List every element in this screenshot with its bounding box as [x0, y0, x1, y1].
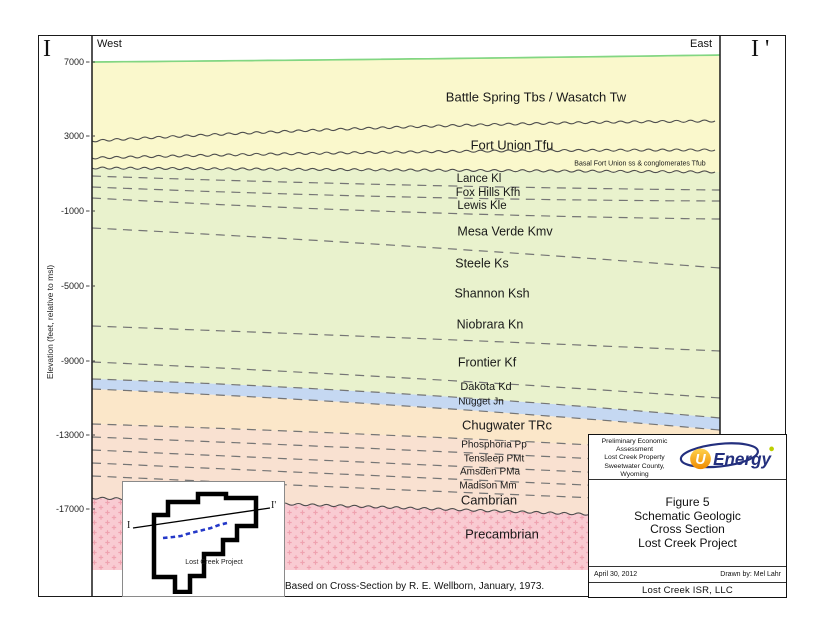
layer-label-battle-spring: Battle Spring Tbs / Wasatch Tw: [446, 90, 627, 105]
ur-energy-logo: U Energy: [678, 435, 786, 479]
layer-label-niobrara: Niobrara Kn: [457, 317, 524, 331]
boundary-lewis_mv: [91, 197, 720, 220]
project-line: Lost Creek Property: [604, 454, 665, 462]
layer-label-madison: Madison Mm: [459, 481, 516, 492]
tick-label-7000: 7000: [64, 57, 84, 67]
boundary-bs_fu: [91, 119, 716, 143]
tick-label--9000: -9000: [61, 356, 84, 366]
logo-u-glyph: U: [695, 452, 706, 468]
layer-label-lewis: Lewis Kle: [457, 200, 506, 212]
logo-orange-ball: [690, 448, 711, 470]
layer-label-fox-hills: Fox Hills Kfh: [456, 187, 521, 199]
layer-label-basal-fort-union: Basal Fort Union ss & conglomerates Tfub: [574, 160, 705, 167]
figure-title-line: Figure 5: [665, 495, 710, 509]
location-inset-map: I I' Lost Creek Project: [122, 481, 285, 597]
layer-label-frontier: Frontier Kf: [458, 355, 517, 369]
figure-title: Figure 5 Schematic Geologic Cross Sectio…: [589, 480, 786, 567]
tick-label--1000: -1000: [61, 206, 84, 216]
drawn-by: Drawn by: Mel Lahr: [720, 571, 781, 578]
boundary-lance_fh: [91, 175, 720, 191]
company-name: Lost Creek ISR, LLC: [589, 583, 786, 597]
figure-title-line: Lost Creek Project: [638, 535, 737, 550]
company-name-text: Lost Creek ISR, LLC: [642, 584, 733, 596]
layer-fill-chugwater: [92, 389, 720, 452]
west-label: West: [97, 38, 122, 50]
layer-label-tensleep: Tensleep PMt: [464, 454, 525, 465]
logo-wordmark: Energy: [713, 450, 772, 469]
boundary-nio_frontier: [91, 325, 721, 352]
boundary-surface: [91, 54, 721, 63]
layer-fill-nugget-sandstone: [92, 379, 720, 430]
layer-fill-battle-spring-fort-union: [92, 55, 720, 172]
section-trace-line: [132, 507, 271, 529]
tick-label--13000: -13000: [56, 430, 84, 440]
layer-label-mesa-verde: Mesa Verde Kmv: [457, 224, 553, 238]
east-label: East: [689, 38, 712, 50]
layer-label-cambrian: Cambrian: [461, 493, 517, 508]
layer-label-precambrian: Precambrian: [465, 527, 539, 542]
logo-swoosh: [679, 442, 759, 469]
inset-marker-i-prime: I': [271, 500, 277, 511]
ur-energy-logo-art: U Energy: [679, 442, 774, 470]
project-line: Preliminary Economic: [601, 438, 668, 445]
tick-label--17000: -17000: [56, 504, 84, 514]
property-outline: [151, 491, 259, 594]
boundary-mv_steele: [91, 227, 721, 269]
project-line: Wyoming: [620, 470, 649, 478]
layer-label-chugwater: Chugwater TRc: [462, 418, 553, 433]
inset-caption: Lost Creek Project: [185, 559, 243, 566]
project-line: Sweetwater County,: [604, 462, 665, 470]
logo-dot: [769, 446, 774, 452]
boundary-fu_tfub: [91, 148, 716, 160]
project-line: Assessment: [615, 446, 654, 454]
layer-label-lance: Lance Kl: [457, 173, 502, 185]
section-marker-right: I ': [751, 36, 770, 62]
layer-label-steele: Steele Ks: [455, 256, 509, 270]
boundary-frontier_dakota: [91, 361, 721, 399]
tick-label--5000: -5000: [61, 281, 84, 291]
layer-label-shannon: Shannon Ksh: [454, 286, 529, 300]
boundary-nugget_base: [91, 388, 721, 431]
project-description: Preliminary Economic Assessment Lost Cre…: [589, 435, 678, 479]
boundary-fh_lewis: [91, 186, 720, 202]
figure-border: [38, 35, 786, 597]
boundary-nugget_top: [91, 378, 721, 419]
layer-label-dakota: Dakota Kd: [460, 381, 511, 393]
title-block: Preliminary Economic Assessment Lost Cre…: [588, 434, 787, 598]
layer-fill-cretaceous-section: [92, 168, 720, 418]
elevation-axis-title: Elevation (feet, relative to msl): [45, 264, 55, 380]
tick-label-3000: 3000: [64, 131, 84, 141]
boundary-tfub_base: [91, 166, 716, 174]
inset-marker-i: I: [127, 520, 131, 531]
source-footnote: Based on Cross-Section by R. E. Wellborn…: [285, 581, 545, 592]
figure-title-line: Schematic Geologic: [634, 508, 741, 523]
layer-label-fort-union: Fort Union Tfu: [471, 138, 554, 153]
section-marker-left: I: [43, 36, 51, 62]
figure-title-line: Cross Section: [650, 522, 725, 536]
figure-date: April 30, 2012: [594, 571, 638, 578]
ore-trend-line: [162, 521, 228, 540]
layer-label-nugget: Nugget Jn: [458, 397, 504, 408]
layer-label-phosphoria: Phosphoria Pp: [461, 440, 527, 451]
inset-map-canvas: [132, 491, 271, 594]
title-block-header-row: Preliminary Economic Assessment Lost Cre…: [589, 435, 786, 480]
title-block-meta-row: April 30, 2012 Drawn by: Mel Lahr: [589, 567, 786, 583]
layer-label-amsden: Amsden PMa: [460, 467, 520, 478]
